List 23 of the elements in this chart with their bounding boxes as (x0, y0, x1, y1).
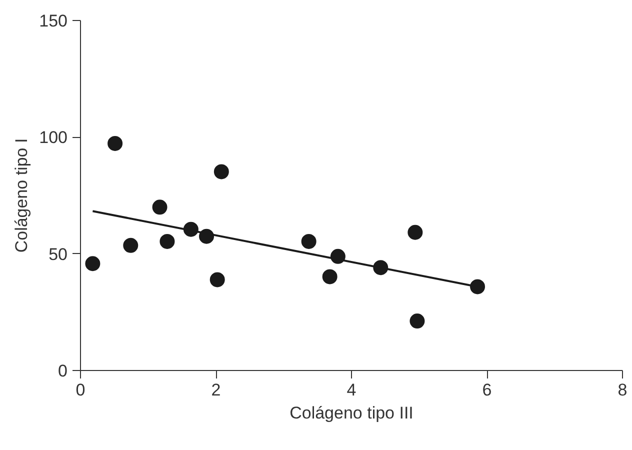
point (85, 256, 100, 272)
x-tick-label: 4 (346, 380, 356, 400)
point (214, 164, 229, 180)
point (408, 224, 423, 240)
point (410, 314, 425, 329)
x-axis-title: Colágeno tipo III (290, 404, 414, 422)
y-tick-label: 0 (58, 362, 68, 380)
x-tick-label: 8 (618, 380, 628, 400)
point (470, 279, 486, 294)
y-tick-label: 150 (39, 12, 68, 30)
point (123, 238, 138, 253)
point (210, 272, 225, 288)
x-tick-label: 2 (211, 380, 221, 400)
point (152, 200, 168, 215)
y-axis-title: Colágeno tipo I (12, 138, 32, 253)
point (160, 234, 175, 249)
point (301, 234, 316, 249)
x-tick-label: 0 (76, 380, 86, 400)
point (322, 269, 338, 284)
y-tick-label: 100 (39, 128, 68, 148)
y-tick-label: 50 (48, 244, 68, 264)
x-tick-label: 6 (482, 380, 492, 400)
point (108, 136, 123, 151)
